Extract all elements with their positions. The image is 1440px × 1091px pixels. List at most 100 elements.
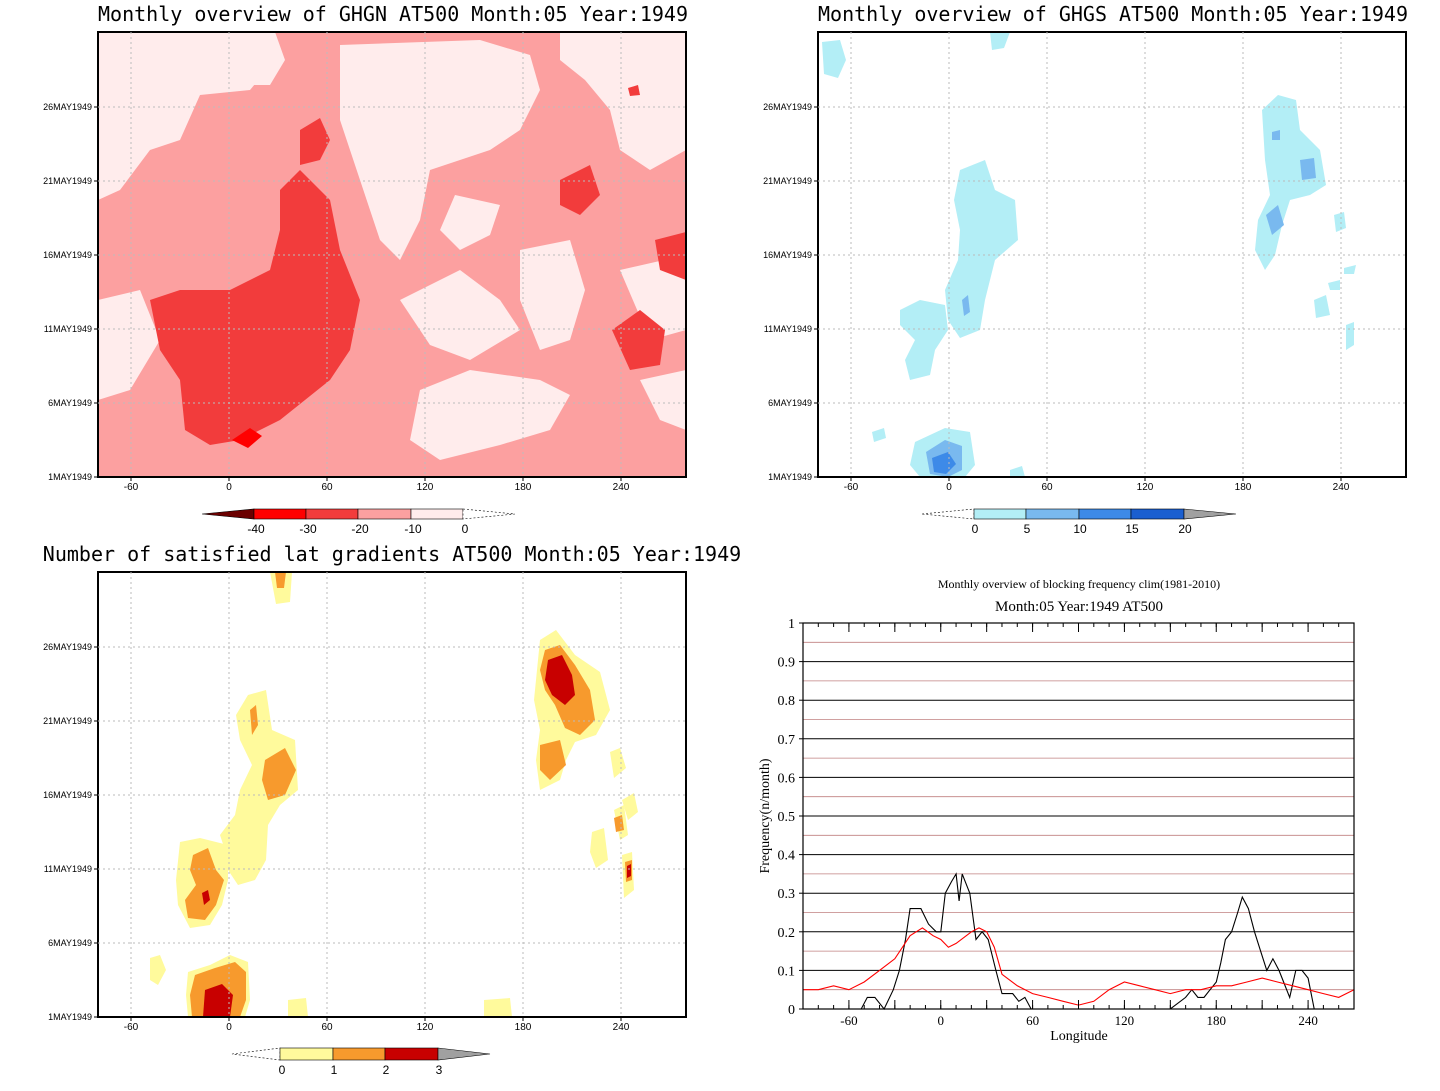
frequency-series-red-line	[803, 927, 1355, 1006]
frequency-ylabel: Frequency(n/month)	[758, 758, 773, 873]
gradients-region-high	[202, 890, 210, 905]
ghgn-map: 1MAY1949 6MAY1949 11MAY1949 16MAY1949 21…	[43, 31, 687, 493]
ghgs-xtick: 60	[1041, 482, 1053, 493]
ghgs-ytick: 16MAY1949	[763, 250, 812, 260]
ghgn-colorbar-label: -10	[404, 522, 422, 536]
ghgs-xtick: 0	[946, 482, 952, 493]
ghgn-xtick: -60	[124, 482, 139, 493]
gradients-xtick: 180	[515, 1022, 532, 1033]
gradients-region-mid	[185, 848, 224, 920]
ghgs-ytick: 6MAY1949	[768, 398, 812, 408]
ghgs-ytick: 26MAY1949	[763, 102, 812, 112]
gradients-region-low	[220, 690, 298, 885]
ghgs-region-low	[1314, 295, 1330, 318]
frequency-ytick-label: 0.2	[778, 926, 796, 941]
ghgs-colorbar-label: 10	[1073, 522, 1087, 536]
gradients-ytick: 21MAY1949	[43, 716, 92, 726]
frequency-subtitle: Month:05 Year:1949 AT500	[995, 599, 1163, 615]
gradients-region-low	[622, 793, 638, 820]
ghgs-region-low	[822, 40, 846, 78]
frequency-xtick-label: 240	[1298, 1013, 1318, 1028]
ghgn-colorbar-label: 0	[462, 522, 469, 536]
ghgs-region-low	[945, 160, 1018, 338]
ghgn-colorbar-label: -30	[299, 522, 317, 536]
ghgn-xtick: 240	[613, 482, 630, 493]
gradients-region-mid	[250, 705, 258, 735]
ghgn-region-light	[185, 32, 285, 85]
ghgn-ytick: 26MAY1949	[43, 102, 92, 112]
gradients-region-mid	[540, 740, 566, 780]
gradients-xtick: 0	[226, 1022, 232, 1033]
frequency-chart: Monthly overview of blocking frequency c…	[758, 577, 1355, 1044]
ghgs-xtick: 120	[1137, 482, 1154, 493]
ghgs-xtick: 240	[1333, 482, 1350, 493]
ghgs-ytick: 21MAY1949	[763, 176, 812, 186]
ghgn-y-labels: 1MAY1949 6MAY1949 11MAY1949 16MAY1949 21…	[43, 102, 92, 482]
frequency-ytick-label: 0.5	[778, 810, 796, 825]
ghgn-region-light	[520, 240, 585, 350]
ghgs-region-mid	[962, 295, 970, 316]
gradients-region-high	[203, 984, 233, 1017]
ghgs-region-low	[990, 32, 1010, 50]
frequency-xtick-label: 180	[1207, 1013, 1227, 1028]
ghgn-region-light	[400, 270, 520, 360]
gradients-colorbar: 0 1 2 3	[231, 1047, 491, 1077]
gradients-colorbar-label: 3	[436, 1063, 443, 1077]
frequency-ytick-label: 0.8	[778, 694, 796, 709]
ghgn-region-mid	[612, 310, 665, 370]
gradients-colorbar-label: 2	[383, 1063, 390, 1077]
ghgn-region-light	[410, 370, 570, 460]
ghgs-region-low	[1328, 280, 1340, 290]
ghgn-xtick: 0	[226, 482, 232, 493]
gradients-region-low	[590, 828, 608, 868]
gradients-ytick: 16MAY1949	[43, 790, 92, 800]
ghgn-region-light	[560, 32, 686, 170]
frequency-xtick-label: -60	[840, 1013, 857, 1028]
frequency-ytick-label: 0.6	[778, 771, 796, 786]
gradients-ytick: 11MAY1949	[44, 864, 92, 874]
ghgn-colorbar-label: -40	[247, 522, 265, 536]
ghgs-region-low	[900, 300, 948, 380]
ghgs-region-low	[1334, 212, 1346, 232]
frequency-ytick-label: 0.9	[778, 656, 796, 671]
ghgn-xtick: 120	[417, 482, 434, 493]
ghgs-title: Monthly overview of GHGS AT500 Month:05 …	[818, 2, 1409, 26]
gradients-region-high	[627, 864, 631, 878]
ghgn-xtick: 60	[321, 482, 333, 493]
ghgn-ytick: 11MAY1949	[44, 324, 92, 334]
ghgs-region-mid	[1266, 205, 1284, 235]
frequency-xtick-label: 120	[1115, 1013, 1135, 1028]
gradients-region-mid	[275, 572, 286, 588]
ghgn-ytick: 21MAY1949	[43, 176, 92, 186]
ghgs-colorbar-label: 5	[1024, 522, 1031, 536]
ghgn-grid	[98, 32, 686, 477]
ghgs-colorbar-label: 20	[1178, 522, 1192, 536]
gradients-ytick: 26MAY1949	[43, 642, 92, 652]
ghgs-region-low	[1010, 466, 1025, 477]
gradients-xtick: 240	[613, 1022, 630, 1033]
gradients-colorbar-label: 1	[331, 1063, 338, 1077]
ghgs-ytick: 1MAY1949	[768, 472, 812, 482]
ghgs-region-mid	[1300, 158, 1316, 180]
frequency-ytick-label: 0.7	[778, 733, 796, 748]
gradients-region-low	[288, 998, 308, 1017]
frequency-ytick-label: 0.1	[778, 964, 796, 979]
ghgs-region-high	[932, 452, 956, 474]
ghgn-region-light	[98, 290, 160, 400]
frequency-xtick-label: 0	[938, 1013, 945, 1028]
ghgs-map: 1MAY1949 6MAY1949 11MAY1949 16MAY1949 21…	[763, 31, 1407, 493]
ghgn-ytick: 1MAY1949	[48, 472, 92, 482]
gradients-ytick: 6MAY1949	[48, 938, 92, 948]
frequency-series	[803, 872, 1355, 1011]
ghgs-colorbar-label: 0	[972, 522, 979, 536]
ghgn-region-mid	[628, 85, 640, 96]
ghgn-region-mid	[655, 232, 686, 280]
frequency-grid	[803, 641, 1354, 991]
ghgs-grid	[818, 32, 1406, 477]
gradients-title: Number of satisfied lat gradients AT500 …	[42, 542, 742, 566]
frequency-title: Monthly overview of blocking frequency c…	[938, 577, 1220, 591]
frequency-ticks: 0 0.1 0.2 0.3 0.4 0.5 0.6 0.7 0.8 0.9 1 -60 0 60 120 18…	[778, 617, 1355, 1028]
ghgs-region-low	[872, 428, 886, 442]
ghgs-region-mid	[1272, 130, 1280, 140]
